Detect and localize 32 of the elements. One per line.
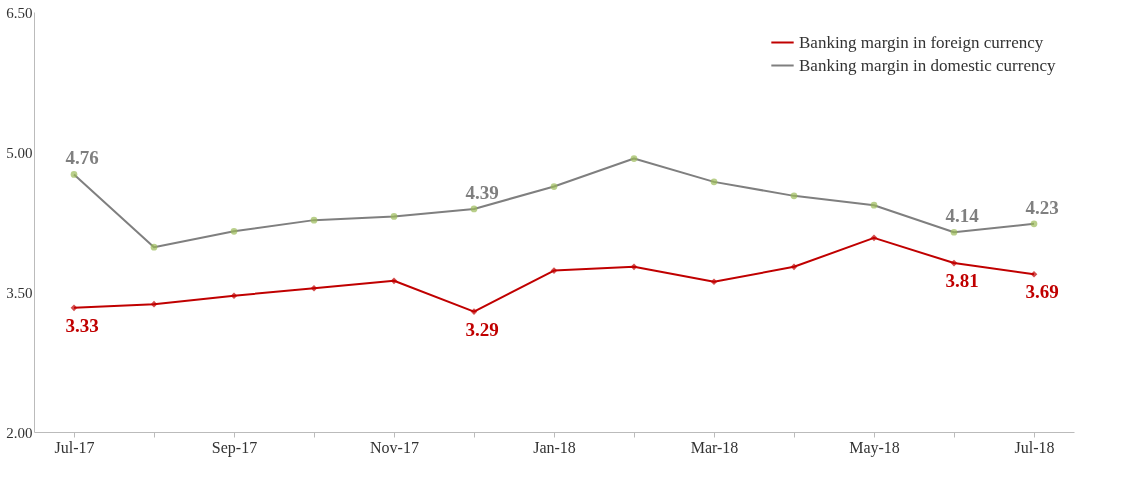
data-label: 4.76 xyxy=(65,147,99,169)
point xyxy=(870,234,878,242)
x-tick-label: Sep-17 xyxy=(211,438,258,457)
point xyxy=(630,263,638,271)
point xyxy=(790,263,798,271)
data-label: 4.23 xyxy=(1025,196,1059,218)
data-label: 3.81 xyxy=(945,270,979,292)
point xyxy=(70,304,78,312)
legend-label: Banking margin in foreign currency xyxy=(799,32,1044,52)
legend-label: Banking margin in domestic currency xyxy=(799,55,1057,75)
data-label: 3.69 xyxy=(1025,281,1059,303)
point xyxy=(150,300,158,308)
point xyxy=(710,278,718,286)
x-tick-label: Nov-17 xyxy=(370,438,419,456)
point xyxy=(390,277,398,285)
y-tick-label: 3.50 xyxy=(6,284,33,301)
data-label: 3.33 xyxy=(65,314,99,336)
y-tick-label: 2.00 xyxy=(6,424,33,441)
point xyxy=(950,259,958,267)
data-label: 4.39 xyxy=(465,181,499,203)
data-label: 3.29 xyxy=(465,318,499,340)
x-tick-label: Mar-18 xyxy=(690,438,739,456)
x-tick-label: May-18 xyxy=(849,438,900,457)
point xyxy=(1030,270,1038,278)
y-tick-label: 6.50 xyxy=(6,4,33,21)
point xyxy=(230,292,238,300)
data-label: 4.14 xyxy=(945,205,980,227)
y-tick-label: 5.00 xyxy=(6,144,33,161)
point xyxy=(310,284,318,292)
x-tick-label: Jan-18 xyxy=(533,438,576,456)
x-tick-label: Jul-17 xyxy=(54,438,95,456)
x-tick-label: Jul-18 xyxy=(1014,438,1055,456)
